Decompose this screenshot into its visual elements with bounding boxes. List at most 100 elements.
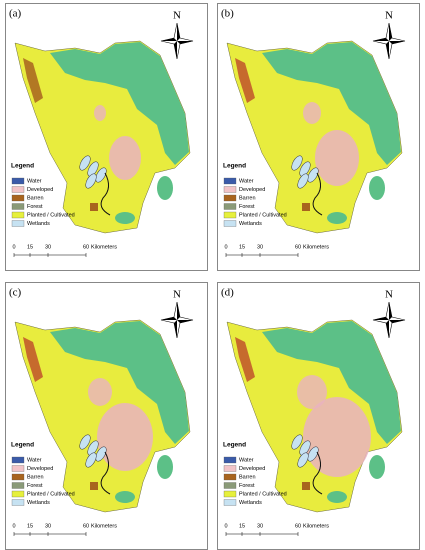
legend-swatch [223,473,237,481]
legend-swatch [11,490,25,498]
legend-swatch [223,186,237,193]
developed-area [97,403,153,471]
wetland-shape [291,434,303,450]
legend-label: Planted / Cultivated [27,491,75,497]
legend-swatch [223,482,237,489]
legend-swatch [223,220,237,227]
legend-label: Developed [239,187,265,193]
scale-label: 0 [224,244,227,250]
legend-label: Planted / Cultivated [239,212,287,218]
legend-swatch [223,465,237,472]
forest-area [262,321,401,444]
legend-swatch [223,194,237,202]
scale-unit: Kilometers [91,523,117,529]
wetland-shape [297,173,309,189]
wetland-shape [79,434,91,450]
map-panel: (d) N Legend Water Developed Barren Forest Plan… [217,282,420,550]
scale-label: 30 [45,523,51,529]
wetland-shape [299,161,311,177]
legend-label: Planted / Cultivated [27,212,75,218]
scale-label: 15 [239,244,245,250]
wetland-shape [307,167,319,183]
legend-label: Barren [27,474,44,480]
wetland-shape [85,173,97,189]
legend-swatch [11,220,25,227]
panel-label: (d) [221,287,234,299]
scale-label: 30 [257,244,263,250]
legend-label: Developed [27,187,53,193]
legend-label: Water [27,457,42,463]
scale-unit: Kilometers [303,523,329,529]
legend-label: Forest [27,483,43,489]
legend-label: Forest [239,204,255,210]
legend-label: Forest [27,204,43,210]
developed-area [94,105,106,121]
legend-swatch [223,499,237,506]
map-panel: (c) N Legend Water Developed Barren Forest Plan… [5,282,208,550]
compass-shade [373,302,405,338]
river-line [100,172,111,216]
developed-area [297,375,327,409]
scale-label: 15 [27,523,33,529]
scale-label: 60 [295,523,301,529]
legend-label: Wetlands [27,500,50,506]
wetland-shape [307,446,319,462]
north-label: N [385,289,393,301]
wetland-shape [297,452,309,468]
river-line [312,451,323,495]
legend-swatch [223,490,237,498]
forest-patch [115,212,135,224]
map-panel: (b) N Legend Water Developed Barren Forest Plan… [217,3,420,271]
barren-area [90,203,98,211]
legend-label: Forest [239,483,255,489]
scale-unit: Kilometers [303,244,329,250]
north-label: N [173,10,181,22]
river-line [312,172,323,216]
legend-swatch [11,194,25,202]
wetland-shape [85,452,97,468]
scale-label: 0 [12,523,15,529]
scale-label: 0 [224,523,227,529]
scale-label: 60 [295,244,301,250]
legend-title: Legend [223,442,246,449]
barren-area [23,58,43,103]
panel-label: (a) [9,8,22,20]
legend-swatch [223,456,237,464]
legend-title: Legend [223,163,246,170]
legend-swatch [11,203,25,210]
forest-patch [157,176,173,200]
legend-swatch [11,482,25,489]
legend-swatch [11,473,25,481]
legend-label: Water [239,178,254,184]
legend-label: Planted / Cultivated [239,491,287,497]
legend-label: Wetlands [239,221,262,227]
legend-swatch [223,177,237,185]
forest-area [50,42,189,165]
barren-area [23,337,43,382]
wetland-shape [79,155,91,171]
map-panel: (a) N Legend Water Developed Barren Forest Plan… [5,3,208,271]
forest-patch [115,491,135,503]
forest-patch [327,491,347,503]
forest-patch [157,455,173,479]
wetland-shape [87,161,99,177]
developed-area [315,130,359,186]
legend-label: Developed [27,466,53,472]
forest-patch [327,212,347,224]
legend-swatch [11,211,25,219]
wetland-shape [87,440,99,456]
legend-swatch [223,203,237,210]
barren-area [235,337,255,382]
barren-area [302,203,310,211]
panel-label: (b) [221,8,234,20]
legend-label: Water [27,178,42,184]
legend-label: Barren [27,195,44,201]
legend-title: Legend [11,442,34,449]
legend-swatch [11,499,25,506]
scale-label: 0 [12,244,15,250]
barren-area [235,58,255,103]
developed-area [109,136,141,180]
developed-area [303,397,371,477]
barren-area [302,482,310,490]
